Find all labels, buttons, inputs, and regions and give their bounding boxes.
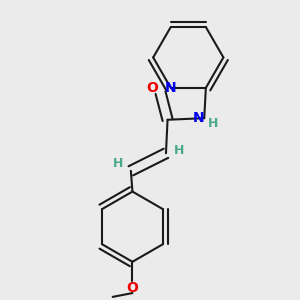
Text: O: O <box>147 81 158 95</box>
Text: N: N <box>165 81 177 95</box>
Text: H: H <box>208 117 218 130</box>
Text: H: H <box>173 144 184 157</box>
Text: H: H <box>113 157 123 170</box>
Text: O: O <box>127 281 138 295</box>
Text: N: N <box>193 111 204 125</box>
